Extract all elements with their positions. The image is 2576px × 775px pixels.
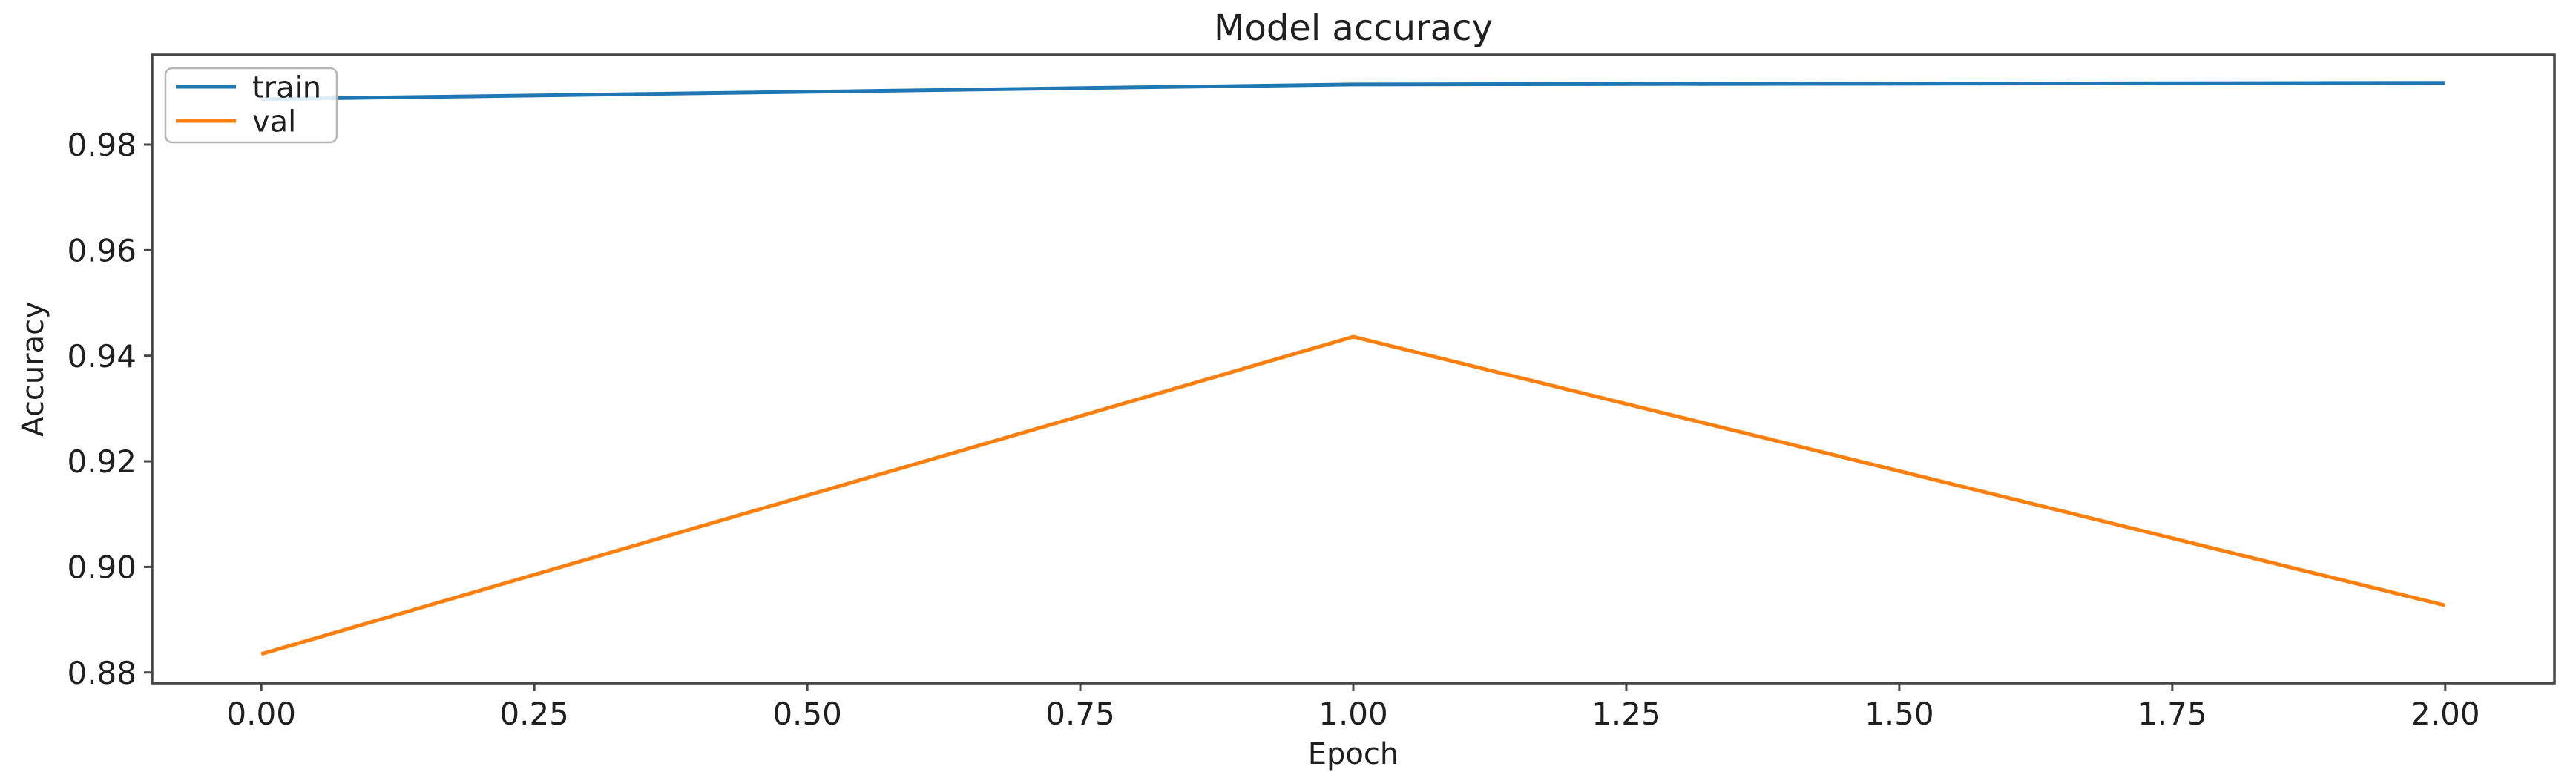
x-tick-label: 1.50 — [1864, 696, 1934, 732]
x-tick-label: 1.25 — [1591, 696, 1661, 732]
x-tick-label: 1.75 — [2138, 696, 2207, 732]
x-tick-label: 0.00 — [226, 696, 296, 732]
legend-label-val: val — [252, 105, 296, 139]
legend-label-train: train — [252, 70, 321, 105]
x-tick-label: 2.00 — [2411, 696, 2480, 732]
y-tick-label: 0.92 — [67, 443, 137, 480]
x-tick-label: 0.25 — [499, 696, 569, 732]
y-tick-label: 0.96 — [67, 232, 137, 268]
y-tick-label: 0.94 — [67, 338, 137, 375]
y-axis-label: Accuracy — [16, 301, 50, 437]
axes-spines — [151, 53, 2556, 685]
x-tick-label: 1.00 — [1318, 696, 1388, 732]
y-tick-label: 0.88 — [67, 655, 137, 691]
x-tick-label: 0.50 — [772, 696, 842, 732]
train-line — [261, 81, 2445, 102]
y-tick-label: 0.90 — [67, 550, 137, 586]
y-tick-label: 0.98 — [67, 127, 137, 163]
x-axis-label: Epoch — [1308, 737, 1399, 771]
x-tick-label: 0.75 — [1045, 696, 1115, 732]
chart-title: Model accuracy — [1214, 7, 1493, 49]
val-line — [260, 334, 2446, 656]
